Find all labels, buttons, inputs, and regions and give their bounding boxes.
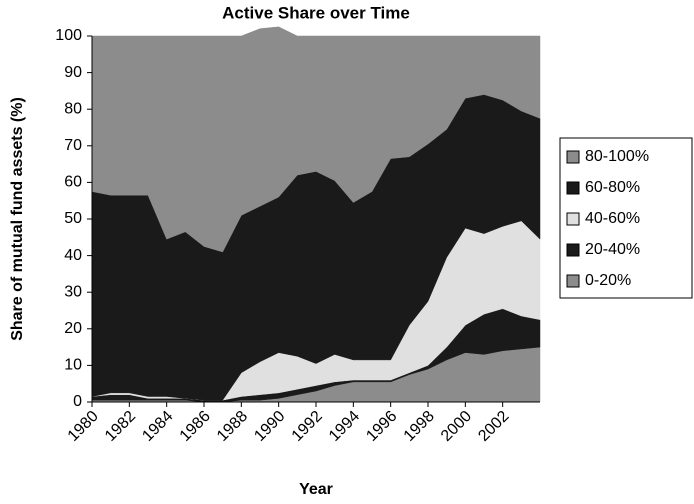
x-tick-label: 1984 — [139, 408, 176, 445]
x-tick-label: 1998 — [401, 408, 438, 445]
x-tick-label: 1986 — [177, 408, 214, 445]
x-tick-label: 1990 — [251, 408, 288, 445]
legend-swatch — [566, 274, 580, 288]
y-tick-label: 30 — [64, 283, 82, 300]
legend-label: 0-20% — [585, 272, 631, 289]
legend-label: 80-100% — [585, 148, 649, 165]
y-tick-label: 50 — [64, 210, 82, 227]
chart-title: Active Share over Time — [222, 3, 410, 22]
y-tick-label: 100 — [55, 27, 82, 44]
y-tick-label: 20 — [64, 320, 82, 337]
y-tick-label: 70 — [64, 137, 82, 154]
legend-swatch — [566, 150, 580, 164]
x-tick-label: 1996 — [363, 408, 400, 445]
x-tick-label: 2002 — [475, 408, 512, 445]
legend-label: 20-40% — [585, 241, 640, 258]
x-axis-label: Year — [299, 481, 333, 498]
y-axis-label: Share of mutual fund assets (%) — [9, 97, 26, 341]
x-tick-label: 1988 — [214, 408, 251, 445]
y-tick-label: 80 — [64, 100, 82, 117]
legend-swatch — [566, 181, 580, 195]
area — [91, 26, 541, 253]
legend-swatch — [566, 243, 580, 257]
y-tick-label: 60 — [64, 174, 82, 191]
x-tick-label: 1980 — [65, 408, 102, 445]
legend-label: 40-60% — [585, 210, 640, 227]
x-tick-label: 2000 — [438, 408, 475, 445]
y-tick-label: 40 — [64, 247, 82, 264]
x-tick-label: 1994 — [326, 408, 363, 445]
x-tick-label: 1992 — [289, 408, 326, 445]
y-tick-label: 10 — [64, 357, 82, 374]
y-tick-label: 0 — [73, 393, 82, 410]
y-tick-label: 90 — [64, 64, 82, 81]
legend-box — [559, 137, 693, 299]
x-tick-label: 1982 — [102, 408, 139, 445]
legend-label: 60-80% — [585, 179, 640, 196]
legend-swatch — [566, 212, 580, 226]
